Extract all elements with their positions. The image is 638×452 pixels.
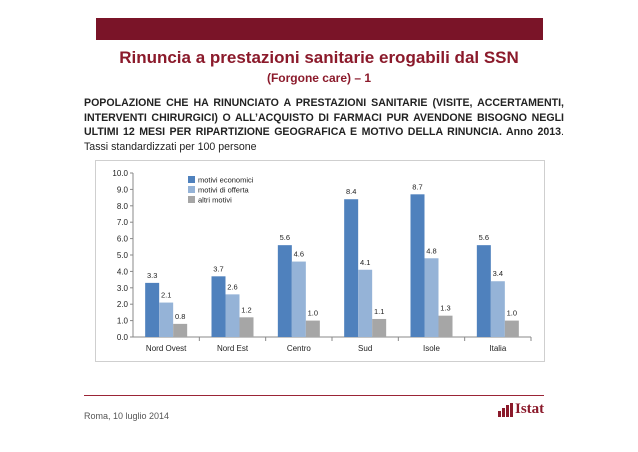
data-label: 4.1 (360, 258, 370, 267)
bar (372, 318, 387, 337)
data-label: 1.2 (241, 305, 251, 314)
data-label: 2.1 (161, 291, 171, 300)
x-tick-label: Nord Ovest (146, 344, 187, 353)
bar (225, 294, 240, 337)
bar (476, 245, 491, 337)
x-tick-label: Italia (489, 344, 506, 353)
page-title: Rinuncia a prestazioni sanitarie erogabi… (119, 48, 519, 67)
bar (145, 282, 160, 337)
logo-wordmark: Istat (515, 401, 545, 417)
chart-frame: 0.0 1.0 2.0 3.0 4.0 5.0 6.0 7.0 8.0 9.0 10.0 3.3 2.1… (95, 160, 545, 362)
data-label: 3.4 (493, 269, 503, 278)
data-label: 1.3 (440, 304, 450, 313)
legend-label: altri motivi (198, 196, 232, 205)
bar (211, 276, 226, 337)
legend-label: motivi di offerta (198, 186, 250, 195)
x-tick-label: Sud (358, 344, 372, 353)
chart-description: POPOLAZIONE CHE HA RINUNCIATO A PRESTAZI… (84, 96, 564, 154)
bar (277, 245, 292, 337)
bar (344, 199, 359, 337)
y-tick-label: 10.0 (112, 169, 128, 178)
bar (159, 302, 174, 337)
data-label: 1.0 (507, 309, 517, 318)
y-tick-label: 8.0 (117, 202, 129, 211)
bar (291, 261, 306, 337)
data-label: 0.8 (175, 312, 185, 321)
legend-swatch (188, 186, 195, 193)
data-label: 8.4 (346, 187, 356, 196)
bar (438, 315, 453, 337)
y-tick-label: 1.0 (117, 317, 129, 326)
legend-swatch (188, 176, 195, 183)
top-banner (96, 18, 543, 40)
y-tick-label: 5.0 (117, 251, 129, 260)
y-tick-label: 6.0 (117, 235, 129, 244)
data-label: 4.8 (426, 246, 436, 255)
legend-swatch (188, 196, 195, 203)
y-tick-label: 7.0 (117, 218, 129, 227)
data-label: 3.3 (147, 271, 157, 280)
bar (358, 269, 373, 337)
y-tick-label: 2.0 (117, 300, 129, 309)
bar (239, 317, 254, 337)
data-label: 3.7 (213, 264, 223, 273)
bar (173, 323, 188, 337)
y-tick-label: 3.0 (117, 284, 129, 293)
y-tick-label: 9.0 (117, 185, 129, 194)
data-label: 1.1 (374, 307, 384, 316)
bar (424, 258, 439, 337)
bar (504, 320, 519, 337)
page-subtitle: (Forgone care) – 1 (266, 71, 372, 85)
data-label: 1.0 (308, 309, 318, 318)
x-tick-label: Centro (287, 344, 312, 353)
bar (305, 320, 320, 337)
bar (490, 281, 505, 337)
bar-chart: 0.0 1.0 2.0 3.0 4.0 5.0 6.0 7.0 8.0 9.0 10.0 3.3 2.1… (112, 169, 532, 353)
description-normal: . Tassi standardizzati per 100 persone (84, 126, 564, 153)
description-bold: POPOLAZIONE CHE HA RINUNCIATO A PRESTAZI… (84, 97, 564, 138)
footer-divider (84, 395, 544, 396)
istat-logo: Istat (498, 401, 548, 419)
data-label: 5.6 (479, 233, 489, 242)
data-label: 8.7 (412, 182, 422, 191)
bar (410, 194, 425, 337)
y-tick-label: 0.0 (117, 333, 129, 342)
y-tick-label: 4.0 (117, 267, 129, 276)
footer-date: Roma, 10 luglio 2014 (84, 411, 170, 421)
x-tick-label: Nord Est (217, 344, 249, 353)
data-label: 5.6 (280, 233, 290, 242)
data-label: 2.6 (227, 282, 237, 291)
data-label: 4.6 (294, 250, 304, 259)
x-tick-label: Isole (423, 344, 440, 353)
logo-bars-icon (498, 403, 514, 417)
legend-label: motivi economici (198, 176, 254, 185)
